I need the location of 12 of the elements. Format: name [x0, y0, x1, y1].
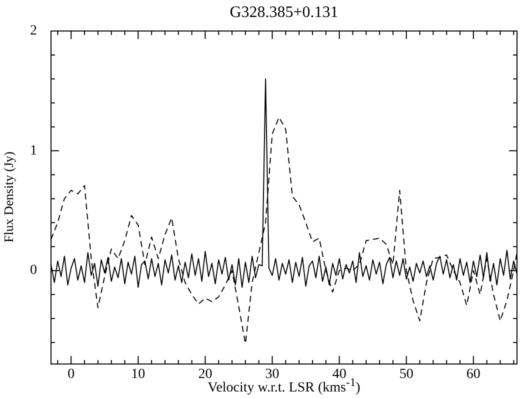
- y-tick-label: 2: [30, 24, 37, 39]
- x-tick-label: 40: [332, 367, 346, 382]
- y-tick-label: 1: [30, 143, 37, 158]
- x-tick-label: 10: [131, 367, 146, 382]
- x-tick-label: 60: [466, 367, 480, 382]
- x-tick-label: 30: [265, 367, 280, 382]
- y-tick-label: 0: [30, 263, 37, 278]
- x-tick-label: 0: [68, 367, 75, 382]
- chart-title: G328.385+0.131: [228, 4, 340, 22]
- x-tick-label: 50: [399, 367, 414, 382]
- y-axis-title: Flux Density (Jy): [1, 152, 17, 242]
- x-tick-label: 20: [198, 367, 212, 382]
